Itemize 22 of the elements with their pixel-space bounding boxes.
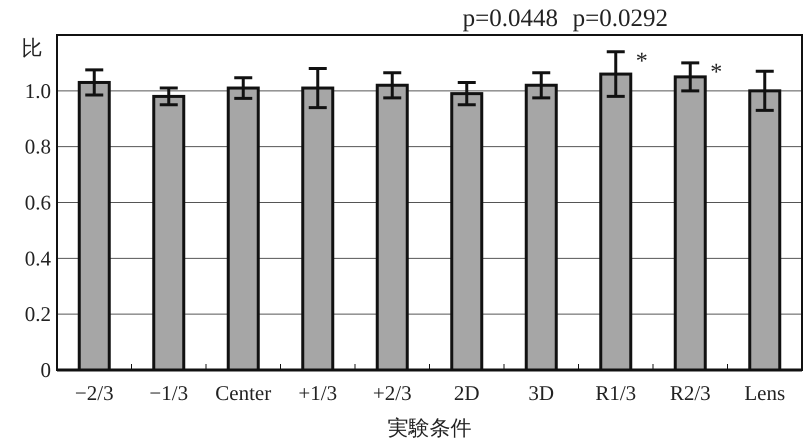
y-tick-label: 0.6 xyxy=(24,190,51,214)
x-tick-label: −2/3 xyxy=(74,381,114,405)
y-tick-label: 0.2 xyxy=(24,302,51,326)
x-tick-label: −1/3 xyxy=(149,381,188,405)
annotation: * xyxy=(710,60,722,86)
x-tick-label: 3D xyxy=(528,381,554,405)
annotation: * xyxy=(636,48,648,75)
y-axis-title: 比 xyxy=(22,36,42,60)
x-tick-label: Center xyxy=(215,381,272,405)
x-tick-label: +2/3 xyxy=(372,381,412,405)
x-tick-label: R2/3 xyxy=(670,381,711,405)
x-axis-title: 実験条件 xyxy=(388,416,472,440)
text: p=0.0292 xyxy=(572,5,668,32)
y-tick-label: 0.4 xyxy=(24,246,52,270)
y-tick-label: 1.0 xyxy=(24,78,51,103)
y-tick-label: 0.8 xyxy=(24,134,51,159)
y-tick-label: 0 xyxy=(40,358,51,382)
x-tick-label: 2D xyxy=(454,381,480,405)
x-tick-label: +1/3 xyxy=(298,381,338,405)
text: p=0.0448 xyxy=(462,5,558,32)
x-tick-label: Lens xyxy=(744,381,786,405)
x-tick-label: R1/3 xyxy=(595,381,636,405)
